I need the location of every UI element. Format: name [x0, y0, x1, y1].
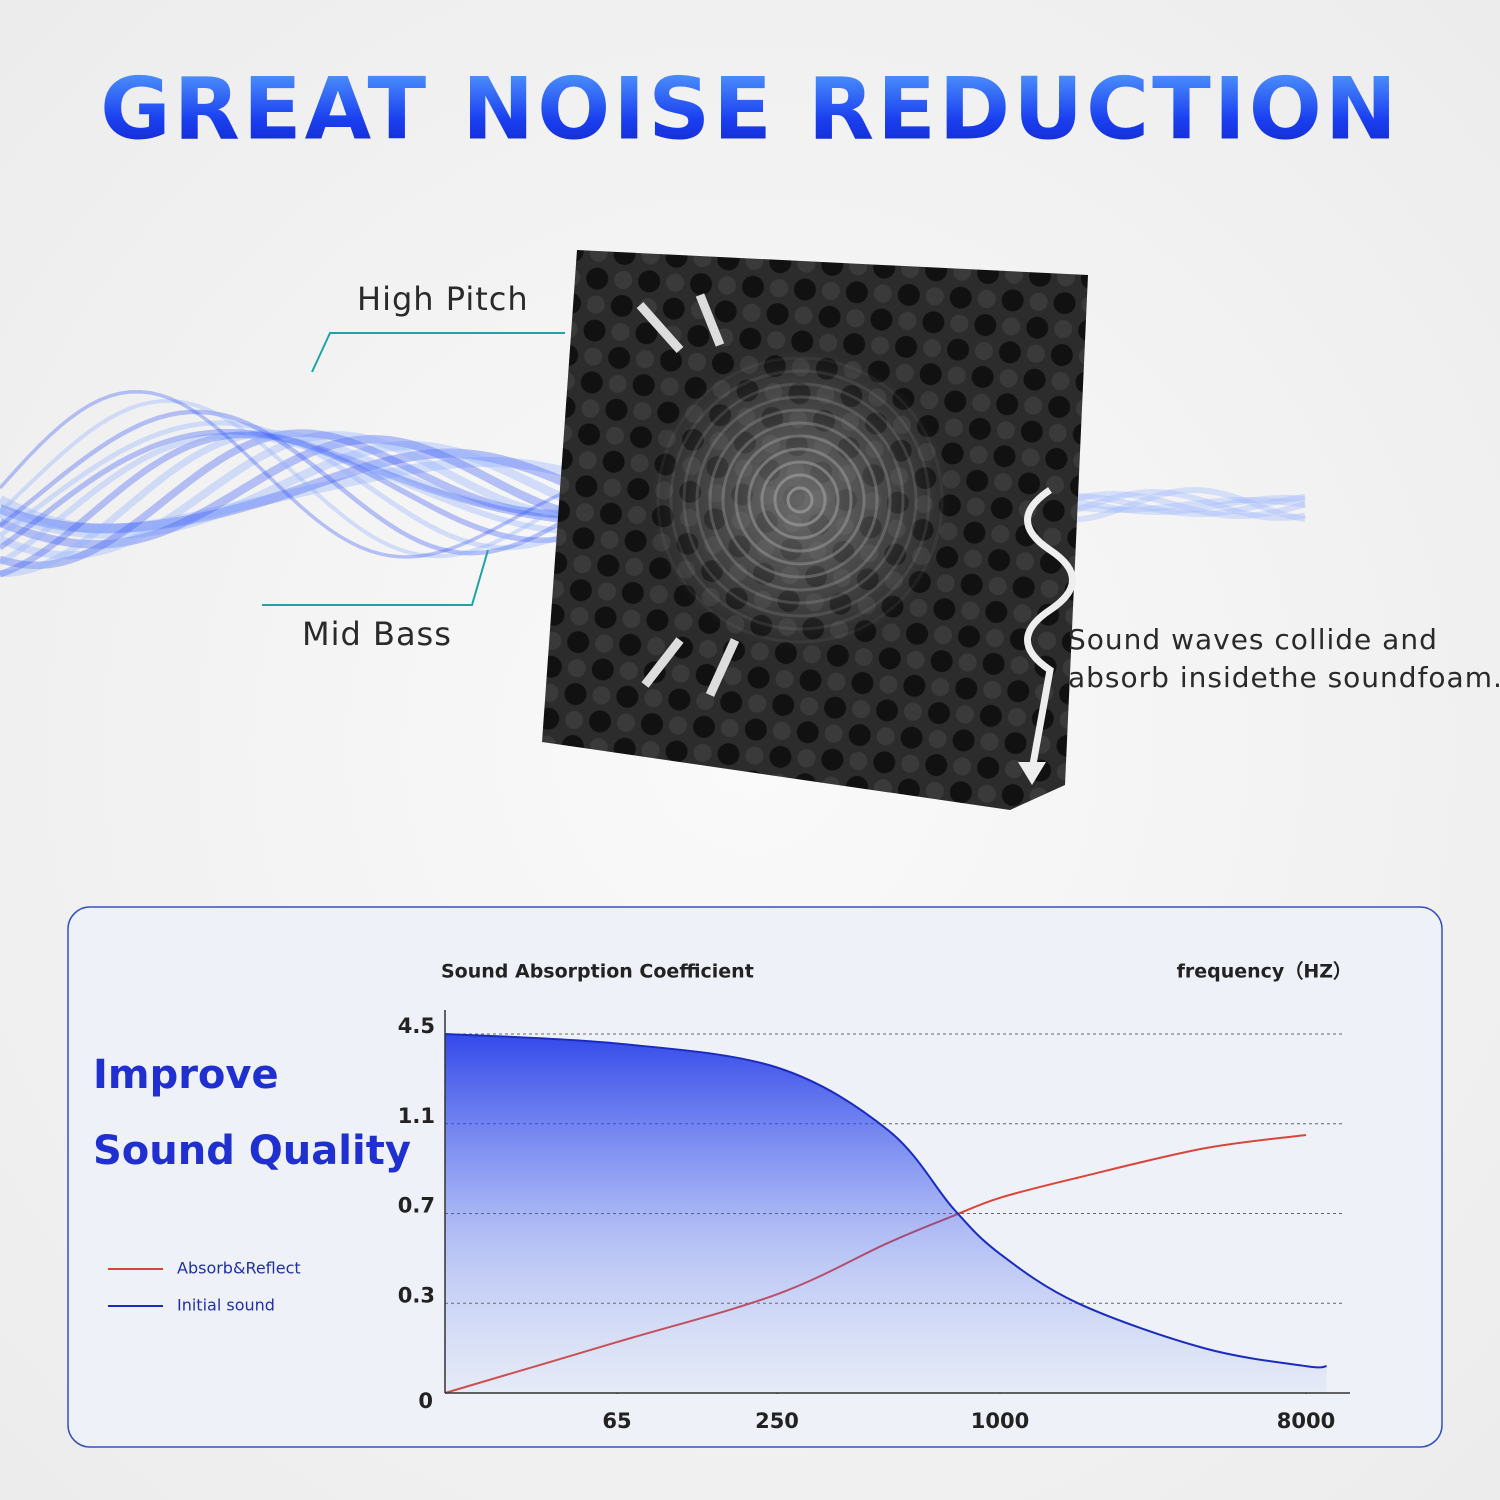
- glow: [650, 350, 950, 650]
- x-tick-label: 1000: [971, 1409, 1029, 1433]
- y-tick-label: 4.5: [398, 1014, 435, 1038]
- title: GREAT NOISE REDUCTION: [100, 59, 1400, 159]
- series-line: [444, 1033, 1327, 1369]
- x-tick-label: 8000: [1277, 1409, 1335, 1433]
- ring: [773, 473, 827, 527]
- y-tick-label: 0: [418, 1389, 433, 1413]
- leader: [311, 332, 565, 373]
- wave: [1064, 495, 1306, 516]
- ring: [786, 486, 814, 514]
- note: Sound waves collide and: [1068, 623, 1438, 656]
- heading: Sound Quality: [93, 1128, 411, 1174]
- absorb-arrow: [1024, 487, 1076, 771]
- ring: [695, 395, 905, 605]
- y-tick-label: 0.7: [398, 1194, 435, 1218]
- ring: [734, 434, 866, 566]
- label: Mid Bass: [302, 615, 452, 653]
- ring: [747, 447, 853, 553]
- legend-label: Initial sound: [177, 1296, 275, 1315]
- wave: [1064, 490, 1306, 520]
- wave: [1064, 492, 1306, 518]
- ripple: [650, 350, 950, 650]
- ring: [708, 408, 892, 592]
- wave: [1064, 497, 1306, 514]
- arrow-head: [1018, 762, 1046, 785]
- ring: [760, 460, 840, 540]
- x-tick-label: 65: [602, 1409, 631, 1433]
- ring: [669, 369, 931, 631]
- y-axis-title: Sound Absorption Coefficient: [441, 961, 754, 983]
- note: absorb insidethe soundfoam.: [1068, 661, 1500, 694]
- label: High Pitch: [357, 280, 529, 318]
- plot: 0 0.3 0.7 1.1 4.5 65 250 1000 8000 Absorb&Reflect…: [108, 1010, 1350, 1433]
- area-fill: [445, 1034, 1327, 1393]
- y-tick-label: 0.3: [398, 1283, 435, 1307]
- leader: [262, 549, 489, 606]
- x-tick-label: 250: [755, 1409, 799, 1433]
- x-axis-title: frequency（HZ）: [1177, 960, 1352, 983]
- y-tick-label: 1.1: [398, 1104, 435, 1128]
- ring: [721, 421, 879, 579]
- heading: Improve: [93, 1052, 279, 1098]
- wave: [1064, 486, 1306, 523]
- legend-label: Absorb&Reflect: [177, 1259, 301, 1278]
- ring: [682, 382, 918, 618]
- ring: [656, 356, 944, 644]
- arrows: [636, 293, 740, 697]
- wave: [1064, 488, 1306, 522]
